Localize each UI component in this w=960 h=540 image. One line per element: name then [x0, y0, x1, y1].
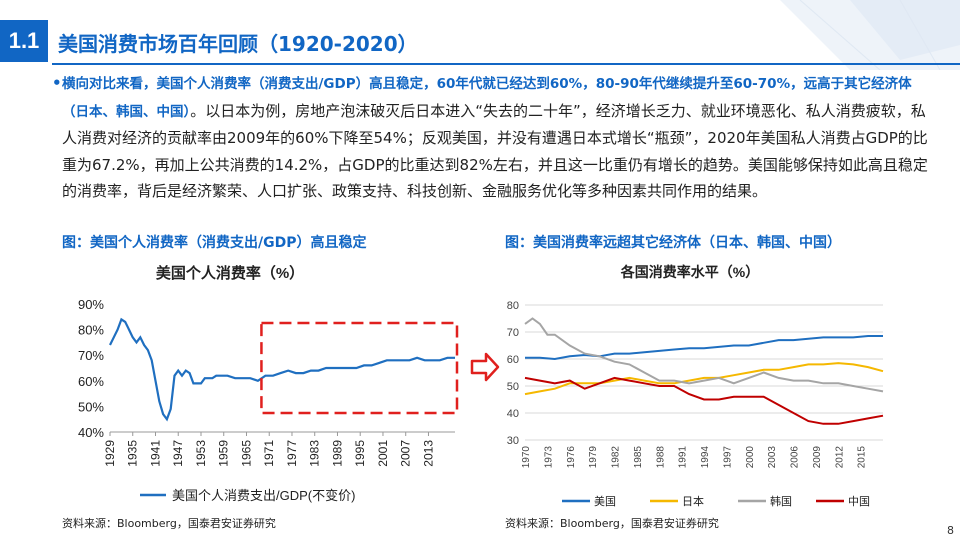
x-tick-label: 1982	[611, 446, 622, 469]
us-consumption-chart-svg: 美国个人消费率（%） 40% 50% 60% 70% 80% 90% 1929 1935 1941…	[78, 264, 459, 503]
x-tick-label: 1985	[633, 446, 644, 469]
header-decoration	[700, 0, 960, 70]
x-tick-label: 1971	[262, 440, 276, 467]
y-tick-label: 30	[507, 435, 519, 447]
right-source-note: 资料来源：Bloomberg，国泰君安证券研究	[505, 517, 719, 530]
bullet-icon: •	[52, 74, 62, 92]
chart-title: 美国个人消费率（%）	[156, 264, 304, 282]
x-tick-label: 1965	[239, 440, 253, 467]
body-paragraph: • 横向对比来看，美国个人消费率（消费支出/GDP）高且稳定，60年代就已经达到…	[52, 70, 930, 205]
x-tick-label: 1989	[330, 440, 344, 467]
x-tick-label: 1988	[655, 446, 666, 469]
x-tick-label: 1941	[148, 440, 162, 467]
series-line-korea	[524, 317, 884, 393]
x-tick-label: 2007	[399, 440, 413, 467]
series-line-china	[524, 376, 884, 425]
section-number-badge: 1.1	[0, 20, 48, 62]
y-tick-label: 40	[507, 408, 519, 420]
x-tick-label: 2009	[812, 446, 823, 469]
y-tick-label: 70	[507, 327, 519, 339]
highlight-text: 横向对比来看，美国个人消费率（消费支出/GDP）高且稳定，60年代就已经达到60…	[62, 76, 912, 120]
x-tick-label: 1983	[308, 440, 322, 467]
x-tick-label: 1929	[103, 440, 117, 467]
x-tick-label: 1997	[722, 446, 733, 469]
x-tick-label: 1976	[566, 446, 577, 469]
countries-consumption-chart: 各国消费率水平（%） 30 40 50 60 70 80 1970 1973 1976 1979 19…	[500, 252, 895, 514]
x-tick-label: 1977	[285, 440, 299, 467]
x-tick-label: 1995	[353, 440, 367, 467]
x-tick-label: 1994	[700, 446, 711, 469]
legend-label-china: 中国	[848, 495, 870, 508]
y-tick-label: 50	[507, 381, 519, 393]
arrow-icon	[470, 352, 500, 382]
y-tick-label: 80%	[78, 323, 104, 338]
series-line-us	[109, 317, 455, 422]
us-consumption-chart: 美国个人消费率（%） 40% 50% 60% 70% 80% 90% 1929 1935 1941…	[60, 252, 470, 512]
x-tick-label: 2001	[376, 440, 390, 467]
x-tick-label: 1973	[543, 446, 554, 469]
legend-label-korea: 韩国	[770, 494, 792, 508]
y-tick-label: 90%	[78, 297, 104, 312]
x-tick-label: 2006	[790, 446, 801, 469]
y-tick-label: 50%	[78, 399, 104, 414]
x-tick-label: 1970	[521, 446, 532, 469]
x-tick-label: 1979	[588, 446, 599, 469]
y-tick-label: 60	[507, 354, 519, 366]
y-tick-label: 40%	[78, 425, 104, 440]
left-source-note: 资料来源：Bloomberg，国泰君安证券研究	[62, 517, 276, 530]
left-figure-caption: 图：美国个人消费率（消费支出/GDP）高且稳定	[62, 235, 367, 251]
right-figure-caption: 图：美国消费率远超其它经济体（日本、韩国、中国）	[505, 235, 841, 251]
x-tick-label: 1935	[126, 440, 140, 467]
x-tick-label: 2012	[834, 446, 845, 469]
legend-label-japan: 日本	[682, 494, 704, 508]
x-tick-label: 2013	[421, 440, 435, 467]
chart-title: 各国消费率水平（%）	[620, 264, 759, 280]
x-tick-label: 1959	[217, 440, 231, 467]
x-tick-label: 2000	[745, 446, 756, 469]
y-tick-label: 60%	[78, 374, 104, 389]
countries-consumption-chart-svg: 各国消费率水平（%） 30 40 50 60 70 80 1970 1973 1976 1979 19…	[507, 264, 884, 508]
page-title: 美国消费市场百年回顾（1920-2020）	[58, 32, 418, 56]
x-tick-label: 1953	[194, 440, 208, 467]
legend-label-us: 美国	[594, 495, 616, 508]
x-tick-label: 1991	[678, 446, 689, 469]
legend-label-us: 美国个人消费支出/GDP(不变价)	[172, 488, 355, 503]
x-tick-label: 2015	[857, 446, 868, 469]
x-tick-label: 1947	[171, 440, 185, 467]
y-tick-label: 80	[507, 300, 519, 312]
series-line-us	[525, 335, 883, 361]
body-text: 。以日本为例，房地产泡沫破灭后日本进入“失去的二十年”，经济增长乏力、就业环境恶…	[62, 101, 928, 201]
title-divider	[52, 63, 960, 65]
highlight-box	[260, 321, 459, 415]
series-line-japan	[524, 362, 884, 396]
page-number: 8	[947, 524, 954, 537]
y-tick-label: 70%	[78, 348, 104, 363]
x-tick-label: 2003	[767, 446, 778, 469]
